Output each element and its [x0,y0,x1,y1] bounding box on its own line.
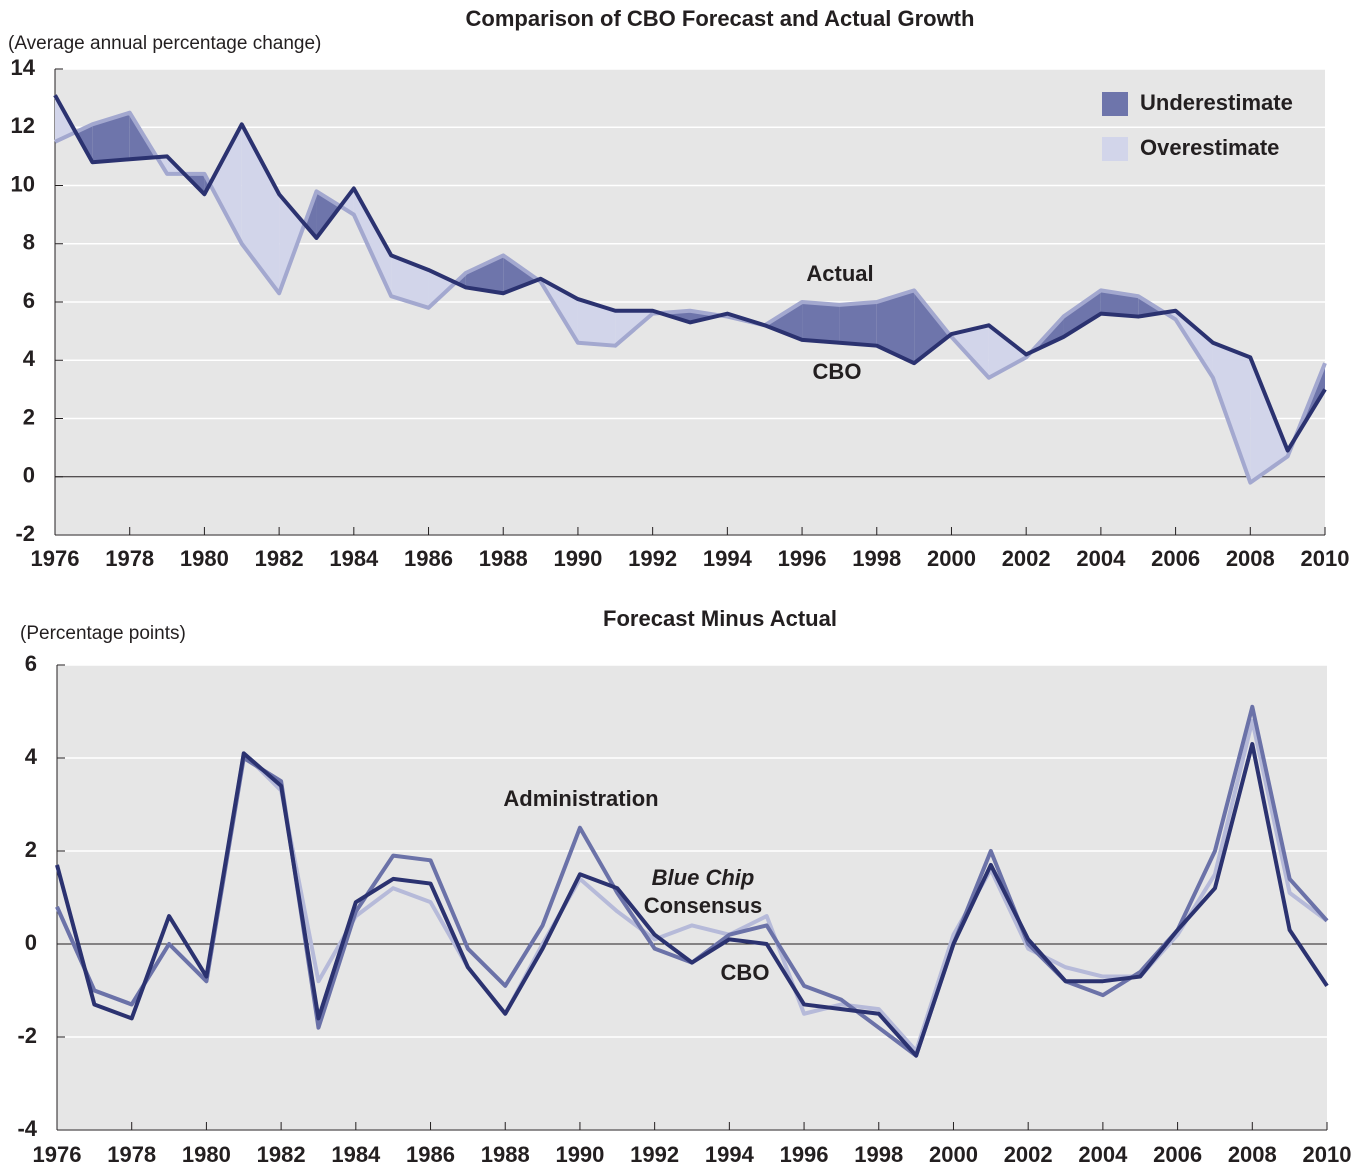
x-tick-label: 1990 [555,1142,604,1167]
x-tick-label: 2002 [1004,1142,1053,1167]
legend-label: Overestimate [1140,135,1279,160]
x-tick-label: 1992 [630,1142,679,1167]
x-tick-label: 1976 [31,546,80,571]
series-line [53,94,1327,453]
gap-fill [428,269,456,308]
x-tick-label: 1998 [852,546,901,571]
plot-area [57,665,1327,1130]
x-tick-label: 2004 [1076,546,1126,571]
x-tick-label: 2000 [927,546,976,571]
y-tick-label: 6 [23,288,35,313]
gap-fill [353,188,392,297]
series-line [55,718,1329,1053]
gap-fill [764,302,803,340]
x-tick-label: 2004 [1078,1142,1128,1167]
x-tick-label: 2010 [1301,546,1350,571]
series-label: Actual [806,261,873,286]
y-tick-label: 2 [23,404,35,429]
gap-fill [802,302,840,343]
x-tick-label: 2010 [1303,1142,1352,1167]
x-tick-label: 1996 [778,546,827,571]
y-tick-label: 10 [11,171,35,196]
series-label: Consensus [644,893,763,918]
y-tick-label: -4 [17,1116,37,1141]
gap-fill [92,112,130,163]
x-tick-label: 2002 [1002,546,1051,571]
legend-label: Underestimate [1140,90,1293,115]
y-axis-label: (Average annual percentage change) [8,33,321,54]
x-tick-label: 2006 [1151,546,1200,571]
gap-fill [839,302,877,346]
gap-fill [577,299,616,346]
series-line [54,110,1327,485]
y-tick-label: 2 [25,837,37,862]
x-tick-label: 1984 [329,546,379,571]
x-tick-label: 1992 [628,546,677,571]
legend-key [1102,92,1128,116]
x-tick-label: 1982 [255,546,304,571]
gap-fill [465,255,504,294]
x-tick-label: 1978 [107,1142,156,1167]
gap-fill [1250,357,1288,483]
y-tick-label: -2 [15,521,35,546]
x-tick-label: 1980 [180,546,229,571]
x-tick-label: 1994 [705,1142,755,1167]
x-tick-label: 1996 [780,1142,829,1167]
gap-fill [876,290,915,364]
y-tick-label: 0 [23,463,35,488]
y-tick-label: 6 [25,651,37,676]
series-label: CBO [721,960,770,985]
chart-title: Comparison of CBO Forecast and Actual Gr… [466,6,975,31]
y-tick-label: 12 [11,113,35,138]
gap-fill [988,325,1027,378]
y-tick-label: -2 [17,1023,37,1048]
x-tick-label: 1998 [854,1142,903,1167]
gap-fill [914,290,951,364]
chart-title: Forecast Minus Actual [603,606,837,631]
series-line [55,742,1329,1058]
x-tick-label: 1984 [331,1142,381,1167]
x-tick-label: 1986 [406,1142,455,1167]
y-axis-label: (Percentage points) [20,623,186,644]
series-label: CBO [813,359,862,384]
x-tick-label: 2000 [929,1142,978,1167]
y-tick-label: 0 [25,930,37,955]
gap-fill [1212,342,1251,483]
x-tick-label: 1978 [105,546,154,571]
x-tick-label: 1986 [404,546,453,571]
legend-key [1102,137,1128,161]
x-tick-label: 1990 [553,546,602,571]
gap-fill [503,255,538,294]
series-label: Blue Chip [652,865,755,890]
gap-fill [391,255,429,308]
y-tick-label: 8 [23,230,35,255]
series-label: Administration [503,786,658,811]
x-tick-label: 2008 [1226,546,1275,571]
gap-fill [1063,290,1101,337]
x-tick-label: 2006 [1153,1142,1202,1167]
gap-fill [241,124,280,294]
x-tick-label: 1982 [257,1142,306,1167]
y-tick-label: 4 [23,346,36,371]
x-tick-label: 1976 [33,1142,82,1167]
y-tick-label: 14 [11,55,36,80]
y-tick-label: 4 [25,744,38,769]
x-tick-label: 1994 [703,546,753,571]
x-tick-label: 1980 [182,1142,231,1167]
x-tick-label: 1988 [481,1142,530,1167]
gap-fill [1100,290,1139,317]
gap-fill [209,124,242,244]
x-tick-label: 2008 [1228,1142,1277,1167]
x-tick-label: 1988 [479,546,528,571]
